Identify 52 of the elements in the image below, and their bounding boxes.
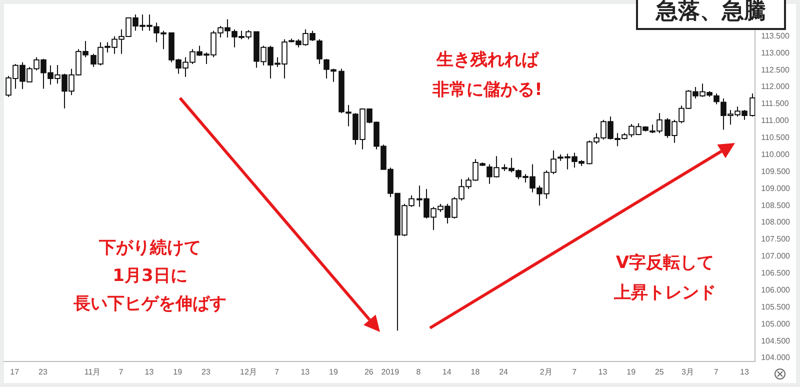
annotation: 上昇トレンド	[614, 283, 716, 303]
x-tick-label: 26	[364, 367, 374, 376]
y-tick-label: 104.500	[761, 336, 791, 346]
y-tick-label: 106.500	[761, 268, 791, 278]
x-tick-label: 19	[173, 367, 183, 376]
x-tick-label: 3月	[682, 367, 694, 376]
y-tick-label: 112.000	[761, 82, 790, 92]
y-tick-label: 107.000	[761, 252, 791, 261]
y-tick-label: 106.000	[761, 285, 791, 294]
x-tick-label: 13	[740, 367, 750, 376]
x-tick-label: 7	[118, 367, 124, 376]
x-tick-label: 2019	[381, 367, 400, 376]
y-tick-label: 109.000	[761, 184, 791, 193]
x-tick-label: 18	[470, 367, 480, 376]
x-tick-label: 11月	[84, 367, 101, 376]
x-tick-label: 23	[201, 367, 211, 376]
x-tick-label: 19	[626, 367, 636, 376]
y-tick-label: 108.000	[761, 218, 791, 227]
x-tick-label: 8	[416, 367, 422, 376]
x-tick-label: 25	[654, 367, 664, 376]
y-tick-label: 107.500	[761, 234, 791, 244]
y-tick-label: 109.500	[761, 166, 791, 176]
y-tick-label: 108.500	[761, 200, 791, 210]
annotation: V字反転して	[616, 253, 714, 273]
x-tick-label: 7	[714, 367, 719, 376]
y-tick-label: 111.000	[761, 116, 790, 126]
x-tick-label: 14	[442, 367, 452, 376]
y-tick-label: 110.000	[761, 150, 790, 159]
x-tick-label: 7	[572, 367, 578, 376]
y-tick-label: 110.500	[761, 133, 790, 142]
x-tick-label: 7	[274, 367, 280, 376]
annotation: 下がり続けて	[98, 237, 202, 260]
annotation: 長い下ヒゲを伸ばす	[72, 293, 228, 316]
y-tick-label: 112.500	[761, 65, 790, 74]
annotation: 非常に儲かる!	[432, 79, 544, 102]
y-tick-label: 113.500	[761, 31, 790, 40]
x-tick-label: 23	[38, 367, 48, 376]
annotation: 1月3日に	[112, 265, 188, 288]
y-tick-label: 113.000	[761, 48, 790, 58]
x-tick-label: 13	[144, 367, 154, 376]
y-tick-label: 111.500	[761, 99, 790, 108]
x-tick-label: 13	[300, 367, 310, 376]
annotation: 生き残れれば	[435, 49, 540, 72]
x-tick-label: 19	[329, 367, 338, 376]
x-tick-label: 12月	[240, 367, 257, 376]
y-tick-label: 105.000	[761, 319, 791, 328]
x-tick-label: 17	[10, 367, 20, 376]
y-tick-label: 104.000	[761, 353, 791, 362]
x-tick-label: 13	[598, 367, 608, 376]
x-tick-label: 2月	[540, 367, 552, 376]
y-tick-label: 105.500	[761, 302, 791, 312]
x-tick-label: 24	[499, 367, 509, 376]
